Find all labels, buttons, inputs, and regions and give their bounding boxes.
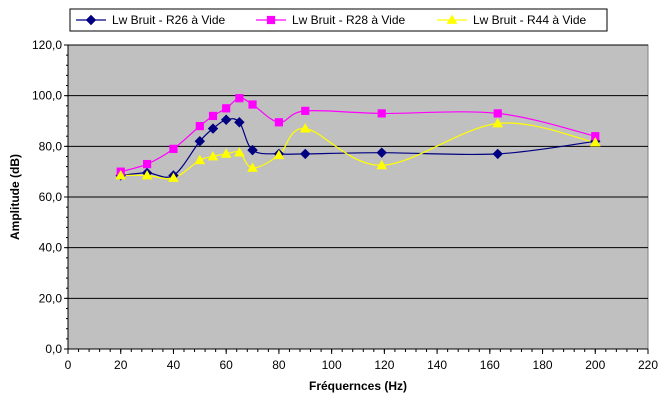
series-2-point xyxy=(208,111,218,121)
y-tick-label: 60,0 xyxy=(39,190,63,204)
series-3-point xyxy=(194,154,206,165)
series-3-point xyxy=(115,169,127,180)
x-tick-label: 220 xyxy=(638,358,658,372)
series-1-point xyxy=(234,117,245,128)
series-1-point xyxy=(492,148,503,160)
x-tick-label: 100 xyxy=(322,358,342,372)
series-2-point xyxy=(235,94,244,103)
x-tick-label: 60 xyxy=(220,358,234,372)
x-tick-label: 120 xyxy=(374,358,394,372)
series-3-point xyxy=(168,172,179,182)
y-tick-label: 80,0 xyxy=(39,139,63,153)
legend-label: Lw Bruit - R26 à Vide xyxy=(112,13,225,27)
series-3-point xyxy=(273,149,285,160)
series-2-point xyxy=(142,159,152,169)
series-1-point xyxy=(300,148,311,160)
x-tick-label: 180 xyxy=(533,358,553,372)
series-2-point xyxy=(301,106,310,115)
series-2-point xyxy=(169,144,178,153)
series-3-point xyxy=(207,150,219,161)
legend-swatch-marker xyxy=(446,14,458,24)
y-tick-label: 120,0 xyxy=(32,38,62,52)
series-2-point xyxy=(195,121,204,131)
legend-swatch-marker xyxy=(85,14,97,26)
gridlines xyxy=(68,44,648,299)
legend-box xyxy=(69,8,608,32)
legend-label: Lw Bruit - R28 à Vide xyxy=(292,13,405,27)
x-tick-label: 200 xyxy=(585,358,605,372)
series-3-point xyxy=(220,148,232,158)
series-1-point xyxy=(247,144,258,156)
x-tick-label: 160 xyxy=(480,358,500,372)
legend-label: Lw Bruit - R44 à Vide xyxy=(473,13,586,27)
axes: 0,0 20,0 40,0 60,0 80,0 100,0 120,0 0 20 40 60 80 10… xyxy=(32,38,658,372)
series-3-point xyxy=(589,137,601,147)
series-1-point xyxy=(194,136,206,147)
x-tick-label: 40 xyxy=(167,358,181,372)
series-3-point xyxy=(376,159,388,170)
series-3-point xyxy=(247,162,258,172)
series-1-point xyxy=(376,147,387,158)
x-tick-label: 80 xyxy=(272,358,286,372)
series-2-point xyxy=(248,100,257,109)
series-2-point xyxy=(377,109,386,118)
y-axis-title: Amplitude (dB) xyxy=(8,154,22,240)
series-3-point xyxy=(299,123,311,133)
legend-swatch-marker xyxy=(266,15,276,25)
y-tick-label: 20,0 xyxy=(39,291,63,305)
series-3-point xyxy=(234,147,245,157)
legend: Lw Bruit - R26 à Vide Lw Bruit - R28 à Vi… xyxy=(69,8,608,32)
x-tick-label: 20 xyxy=(114,358,128,372)
y-tick-label: 40,0 xyxy=(39,241,63,255)
series-2-point xyxy=(493,109,502,118)
y-tick-label: 0,0 xyxy=(45,342,62,356)
series-3-point xyxy=(141,169,153,180)
series-1-point xyxy=(207,123,219,134)
series-1-point xyxy=(220,114,232,125)
x-tick-label: 0 xyxy=(65,358,72,372)
x-axis-title: Fréquernces (Hz) xyxy=(309,379,407,393)
series-markers xyxy=(115,94,601,182)
series-3-point xyxy=(492,118,504,128)
y-tick-label: 100,0 xyxy=(32,89,62,103)
x-tick-label: 140 xyxy=(427,358,447,372)
series-2-point xyxy=(222,104,231,113)
series-2-point xyxy=(274,118,284,127)
